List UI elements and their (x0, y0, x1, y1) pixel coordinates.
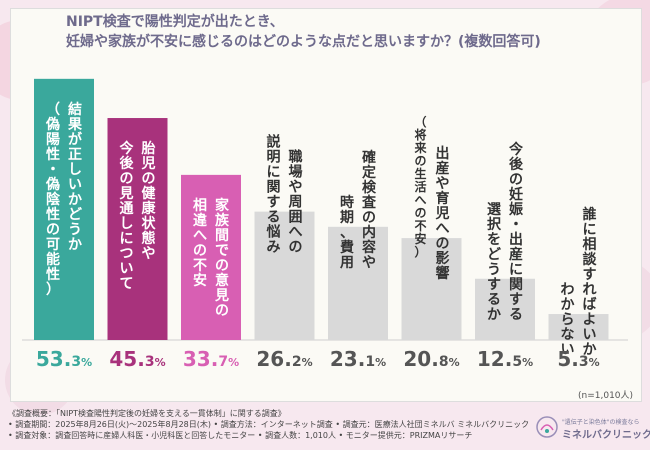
footer-line-3: • 調査対象：調査回答時に産婦人科医・小児科医と回答したモニター • 調査人数：… (8, 431, 473, 440)
survey-footer: 《調査概要：「NIPT検査陽性判定後の妊婦を支える一貫体制」に関する調査》 • … (8, 408, 529, 441)
bar-1 (34, 78, 94, 340)
bar-label-5-line-1: 確定検査の内容や (361, 149, 377, 271)
value-label-7: 12.5% (477, 347, 533, 371)
footer-line-2: • 調査期間：2025年8月26日(火)～2025年8月28日(木) • 調査方… (8, 420, 530, 429)
title-line-1: NIPT検査で陽性判定が出たとき、 (66, 14, 284, 30)
logo-tagline: "遺伝子と染色体"の検査なら (562, 419, 640, 426)
value-label-1: 53.3% (36, 347, 92, 371)
bar-label-5-line-2: 時期、費用 (340, 194, 354, 271)
bar-label-6-line-1: 出産や育児への影響 (435, 145, 450, 282)
bar-3 (181, 174, 241, 340)
footer-line-1: 《調査概要：「NIPT検査陽性判定後の妊婦を支える一貫体制」に関する調査》 (8, 409, 286, 418)
bar-label-1-line-1: 結果が正しいかどうか (67, 101, 83, 253)
value-label-5: 23.1% (330, 347, 386, 371)
sample-size-note: (n=1,010人) (578, 391, 634, 401)
bar-label-3-line-2: 相違への不安 (193, 197, 207, 289)
bar-2 (107, 118, 168, 340)
value-label-6: 20.8% (403, 347, 459, 371)
title-line-2: 妊婦や家族が不安に感じるのはどのような点だと思いますか？(複数回答可) (66, 34, 541, 50)
value-label-4: 26.2% (256, 347, 312, 371)
bar-label-4-line-1: 職場や周囲への (289, 149, 303, 256)
value-label-2: 45.3% (109, 347, 165, 371)
bar-label-1-line-2: （偽陽性・偽陰性の可能性） (45, 102, 61, 298)
bar-label-4-line-2: 説明に関する悩み (267, 134, 281, 256)
bar-4 (254, 211, 315, 340)
bar-label-6-line-2: （将来の生活への不安） (413, 114, 427, 259)
bar-group-6: 出産や育児への影響 （将来の生活への不安） 20.8% (401, 114, 462, 371)
clinic-logo: "遺伝子と染色体"の検査なら ミネルバクリニック (536, 414, 650, 442)
bar-label-2-line-1: 胎児の健康状態や (141, 140, 157, 262)
bar-8 (548, 314, 609, 340)
chart-title: NIPT検査で陽性判定が出たとき、 妊婦や家族が不安に感じるのはどのような点だと… (66, 12, 541, 52)
bar-label-2-line-2: 今後の見通しについて (119, 140, 135, 292)
bar-label-8-line-1: 誰に相談すればよいか (583, 206, 598, 358)
bar-7 (475, 278, 535, 340)
logo-name: ミネルバクリニック (562, 430, 650, 441)
clinic-logo-icon (536, 416, 558, 438)
bar-5 (328, 226, 388, 340)
bar-group-1: 結果が正しいかどうか （偽陽性・偽陰性の可能性） 53.3% (34, 78, 94, 371)
value-label-8: 5.3% (557, 347, 599, 371)
bar-label-3-line-1: 家族間での意見の (214, 197, 230, 319)
bar-label-7-line-2: 選択をどうするか (487, 202, 502, 323)
bar-label-8-line-2: わからない (561, 282, 575, 358)
value-label-3: 33.7% (183, 347, 239, 371)
bar-6 (401, 238, 462, 340)
bar-label-7-line-1: 今後の妊娠・出産に関する (508, 141, 524, 323)
